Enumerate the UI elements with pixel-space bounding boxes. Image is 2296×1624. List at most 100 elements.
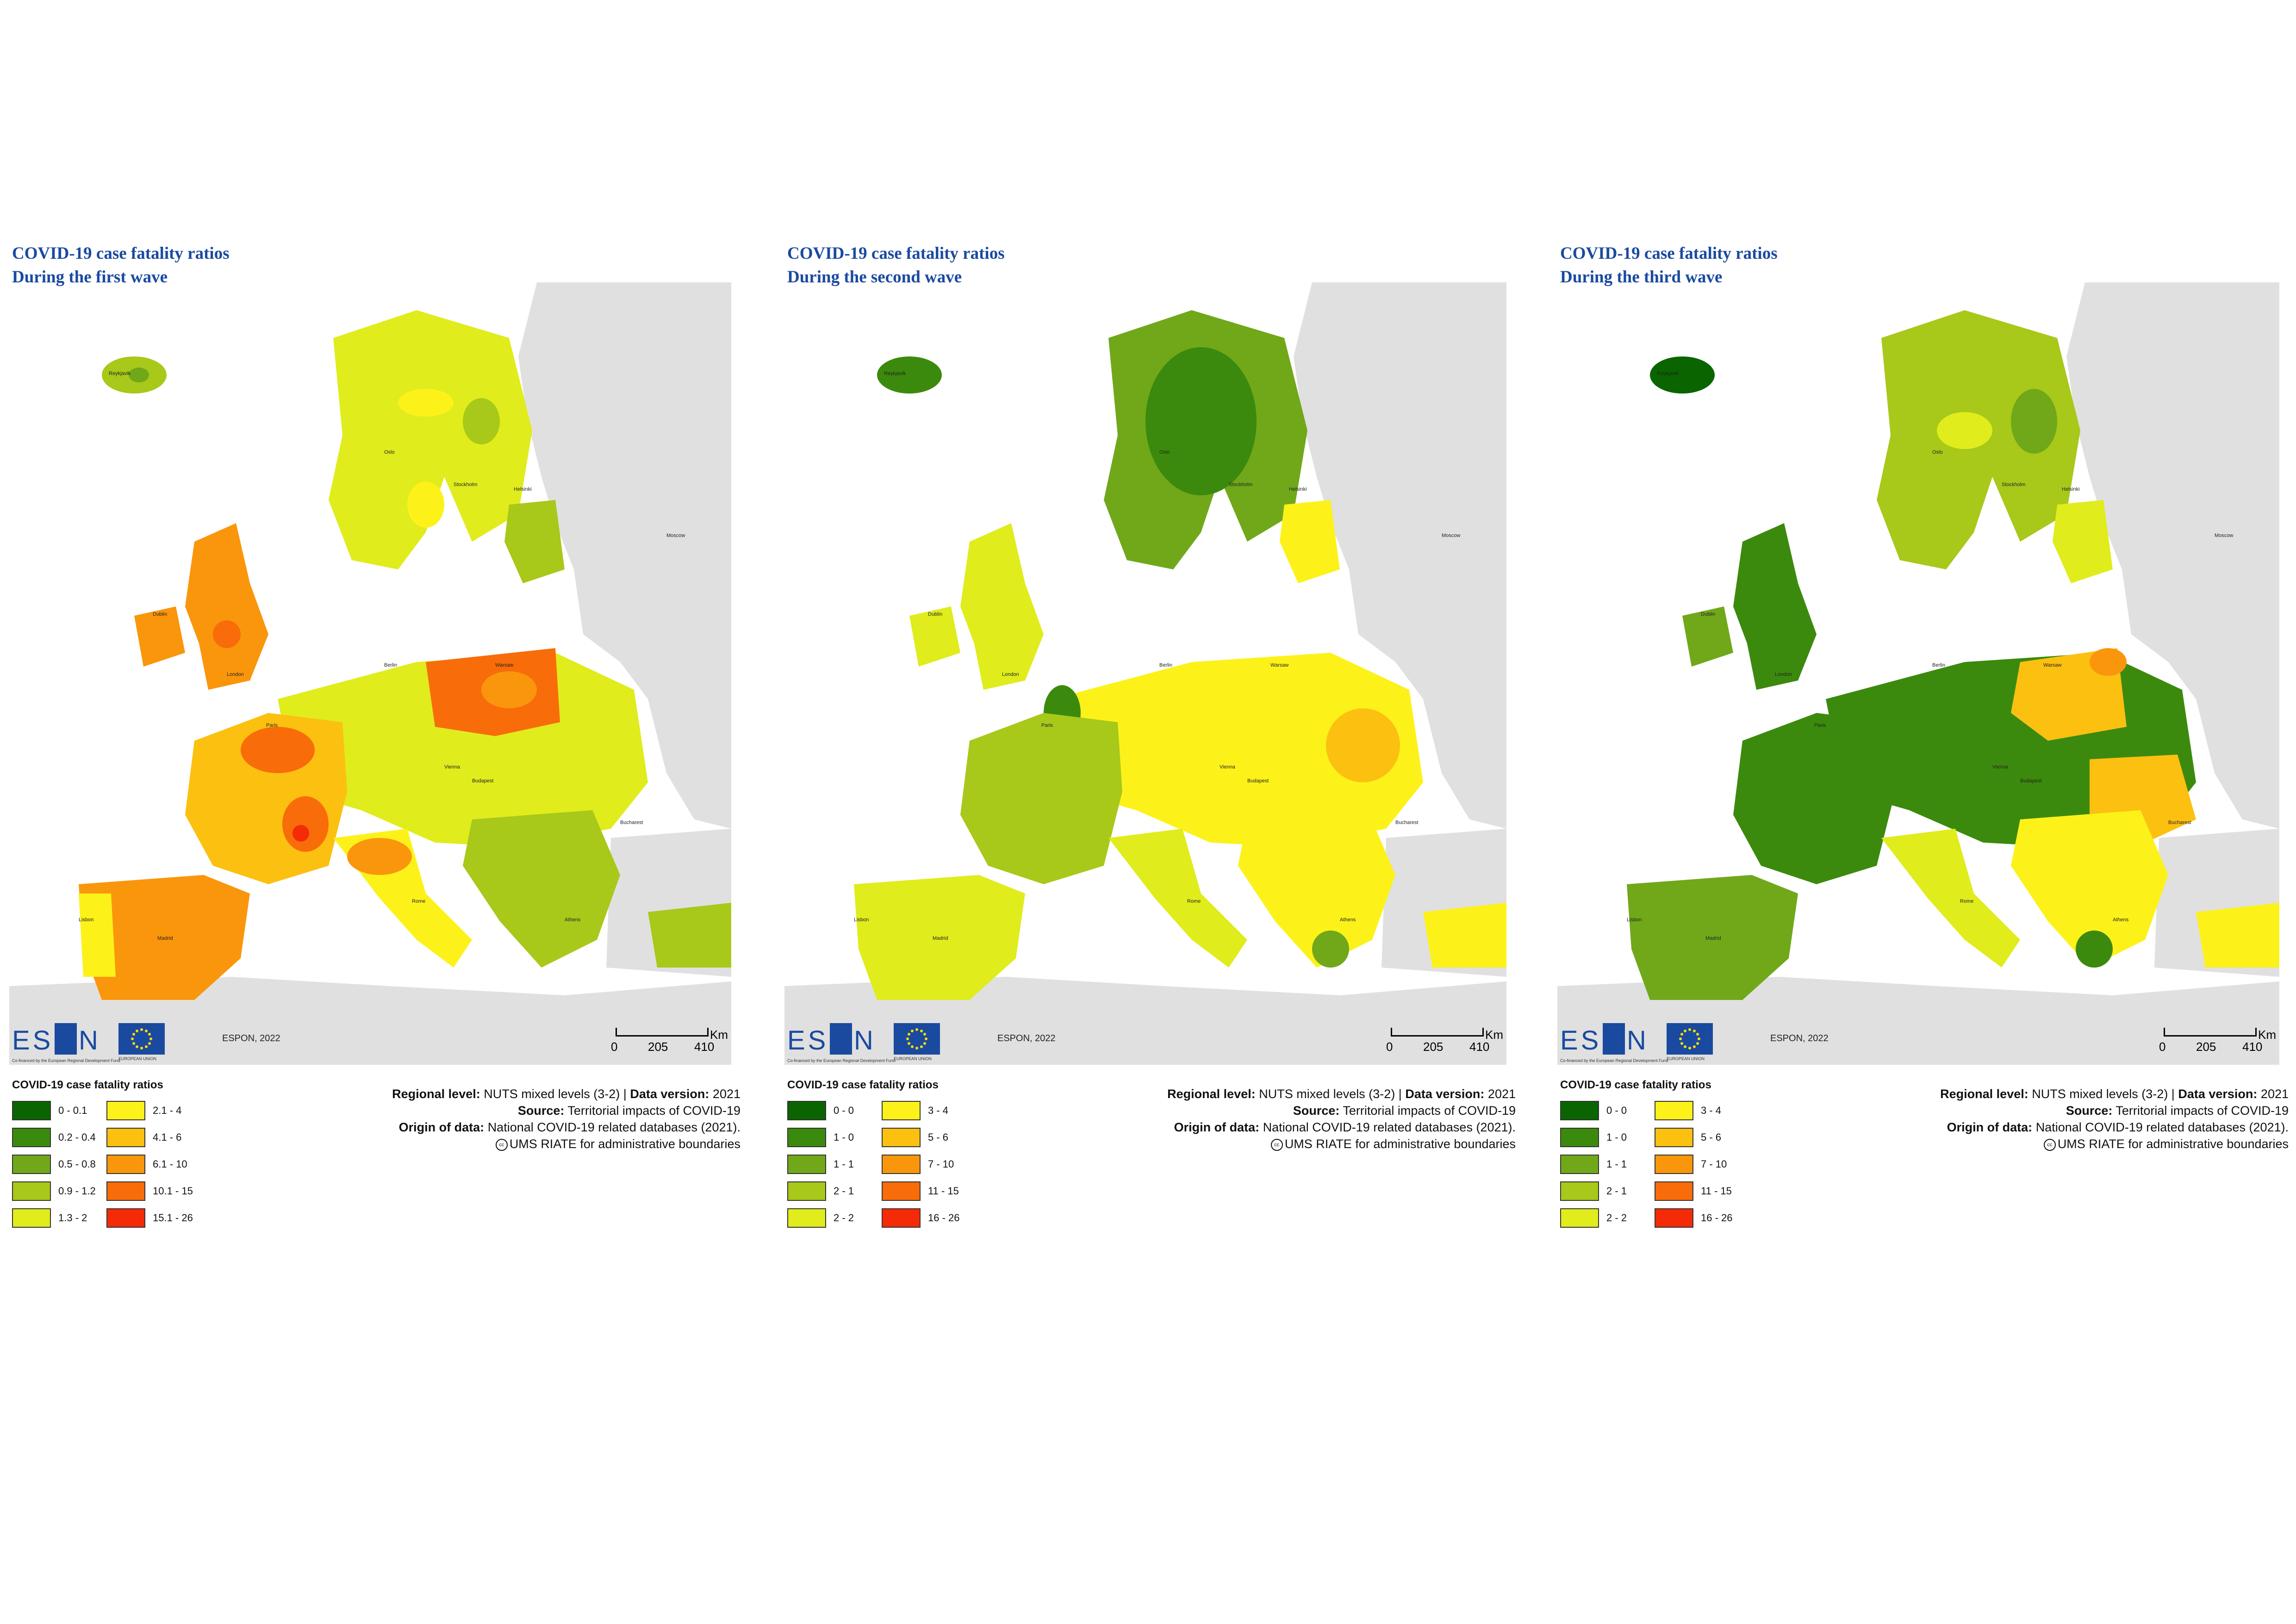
france-region — [960, 713, 1122, 884]
legend-label: 1 - 1 — [834, 1158, 854, 1170]
legend-label: 2 - 2 — [834, 1212, 854, 1224]
scale-bar: Km 0 205 410 — [611, 1028, 728, 1054]
legend-swatch — [12, 1128, 51, 1147]
map-frame: Reykjavik Oslo Stockholm Helsinki Moscow… — [1557, 282, 2289, 1065]
legend-swatch — [787, 1181, 826, 1201]
svg-text:Lisbon: Lisbon — [854, 917, 869, 923]
map-title-line2: During the first wave — [12, 268, 168, 287]
legend-label: 3 - 4 — [928, 1105, 949, 1116]
non-covered-land — [2066, 282, 2279, 829]
legend-label: 1 - 0 — [834, 1131, 854, 1143]
svg-text:Rome: Rome — [1960, 899, 1973, 904]
balkans-region — [463, 810, 620, 968]
legend-swatch — [1560, 1181, 1599, 1201]
legend-swatch — [882, 1101, 921, 1120]
scale-bar: Km 0 205 410 — [1386, 1028, 1503, 1054]
svg-text:Athens: Athens — [2113, 917, 2129, 923]
creative-commons-icon: cc — [2043, 1138, 2056, 1151]
choropleth-map: Reykjavik Oslo Stockholm Helsinki Moscow… — [9, 282, 731, 1065]
svg-text:Dublin: Dublin — [1701, 612, 1715, 617]
eu-flag-icon — [894, 1023, 940, 1055]
legend-swatch — [882, 1128, 921, 1147]
producer-credit: ESPON, 2022 — [1770, 1033, 1829, 1043]
legend-label: 1.3 - 2 — [58, 1212, 87, 1224]
svg-text:Madrid: Madrid — [933, 936, 948, 941]
source-block: Regional level: NUTS mixed levels (3-2) … — [1167, 1087, 1516, 1151]
legend-label: 0 - 0.1 — [58, 1105, 87, 1116]
svg-text:Helsinki: Helsinki — [514, 487, 532, 492]
map-title: COVID-19 case fatality ratios During the… — [12, 242, 230, 289]
legend-swatch — [1560, 1128, 1599, 1147]
baltic-region — [1280, 500, 1340, 583]
svg-text:Rome: Rome — [1187, 899, 1201, 904]
producer-credit: ESPON, 2022 — [997, 1033, 1056, 1043]
legend-swatch — [1560, 1155, 1599, 1174]
map-panel-third-wave: COVID-19 case fatality ratios During the… — [1557, 236, 2296, 1255]
legend-label: 15.1 - 26 — [153, 1212, 193, 1224]
scale-bar: Km 0 205 410 — [2159, 1028, 2276, 1054]
british-isles-region — [1733, 523, 1817, 690]
balkans-region — [1238, 810, 1395, 968]
legend-label: 11 - 15 — [928, 1185, 959, 1197]
svg-text:Oslo: Oslo — [384, 450, 395, 455]
iceland-region — [1650, 356, 1715, 394]
svg-text:Vienna: Vienna — [444, 764, 460, 770]
legend-swatch — [1655, 1208, 1693, 1228]
svg-text:Reykjavik: Reykjavik — [1657, 371, 1679, 376]
legend-label: 11 - 15 — [1701, 1185, 1732, 1197]
svg-text:Rome: Rome — [412, 899, 425, 904]
legend-swatch — [787, 1128, 826, 1147]
creative-commons-icon: cc — [1270, 1138, 1283, 1151]
svg-text:Bucharest: Bucharest — [1395, 820, 1419, 825]
legend-swatch — [106, 1128, 145, 1147]
map-title-line1: COVID-19 case fatality ratios — [1560, 244, 1778, 263]
legend-swatch — [1655, 1101, 1693, 1120]
legend-swatch — [1655, 1128, 1693, 1147]
svg-text:Moscow: Moscow — [666, 533, 685, 538]
legend-title: COVID-19 case fatality ratios — [1560, 1079, 1711, 1091]
svg-text:Warsaw: Warsaw — [495, 662, 513, 668]
legend-swatch — [1560, 1208, 1599, 1228]
legend-swatch — [1560, 1101, 1599, 1120]
choropleth-map: Reykjavik Oslo Stockholm Helsinki Moscow… — [784, 282, 1506, 1065]
legend-label: 7 - 10 — [1701, 1158, 1727, 1170]
svg-text:Budapest: Budapest — [472, 778, 493, 784]
svg-text:Budapest: Budapest — [2020, 778, 2041, 784]
svg-text:London: London — [227, 672, 244, 677]
non-covered-land — [1294, 282, 1506, 829]
svg-text:Oslo: Oslo — [1932, 450, 1943, 455]
legend-label: 5 - 6 — [928, 1131, 949, 1143]
svg-text:Madrid: Madrid — [1705, 936, 1721, 941]
legend-swatch — [106, 1181, 145, 1201]
svg-text:Madrid: Madrid — [157, 936, 173, 941]
source-block: Regional level: NUTS mixed levels (3-2) … — [392, 1087, 740, 1151]
legend-label: 0.2 - 0.4 — [58, 1131, 96, 1143]
legend-label: 1 - 0 — [1606, 1131, 1627, 1143]
svg-text:Stockholm: Stockholm — [1229, 482, 1252, 487]
svg-text:Helsinki: Helsinki — [2062, 487, 2080, 492]
legend-label: 0 - 0 — [834, 1105, 854, 1116]
france-region — [1733, 713, 1895, 884]
british-isles-region — [960, 523, 1044, 690]
iberia-region — [1627, 875, 1798, 1000]
svg-text:Paris: Paris — [266, 723, 278, 728]
svg-text:Vienna: Vienna — [1220, 764, 1236, 770]
map-panel-second-wave: COVID-19 case fatality ratios During the… — [784, 236, 1525, 1255]
legend-swatch — [106, 1208, 145, 1228]
legend-label: 16 - 26 — [1701, 1212, 1733, 1224]
legend-label: 10.1 - 15 — [153, 1185, 193, 1197]
svg-text:Bucharest: Bucharest — [2168, 820, 2191, 825]
iceland-region — [877, 356, 942, 394]
legend-swatch — [787, 1101, 826, 1120]
legend-swatch — [106, 1155, 145, 1174]
legend-label: 2 - 2 — [1606, 1212, 1627, 1224]
svg-text:Moscow: Moscow — [2215, 533, 2233, 538]
map-title-line1: COVID-19 case fatality ratios — [787, 244, 1005, 263]
svg-text:Berlin: Berlin — [384, 662, 397, 668]
legend-label: 2 - 1 — [834, 1185, 854, 1197]
baltic-region — [2053, 500, 2113, 583]
svg-text:London: London — [1002, 672, 1019, 677]
non-covered-land — [518, 282, 731, 829]
svg-text:Budapest: Budapest — [1247, 778, 1269, 784]
svg-text:Stockholm: Stockholm — [2002, 482, 2025, 487]
